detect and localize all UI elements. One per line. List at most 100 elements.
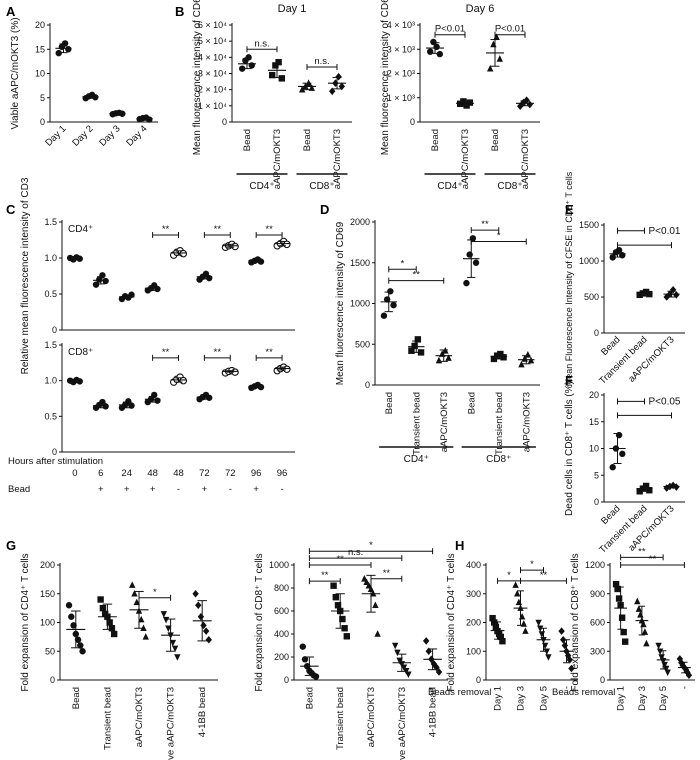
data-point: [466, 251, 473, 258]
x-tick-label: Transient bead: [335, 687, 346, 750]
data-point: [618, 614, 626, 621]
data-point: [154, 397, 161, 404]
y-tick-label: 0: [365, 380, 370, 390]
sig-label: **: [638, 546, 646, 557]
sig-label: **: [336, 554, 344, 565]
sig-label: n.s.: [254, 38, 269, 49]
data-point: [411, 342, 418, 350]
data-point: [526, 100, 533, 109]
data-point: [128, 402, 135, 409]
x-row-value: +: [98, 484, 104, 495]
x-row-label: Beads removal: [552, 687, 615, 698]
y-tick-label: 0: [594, 497, 599, 507]
data-point: [335, 72, 342, 81]
y-tick-label: 200: [466, 618, 481, 628]
data-point: [165, 625, 172, 633]
data-point: [637, 611, 644, 618]
y-tick-label: 300: [466, 589, 481, 599]
data-point: [568, 664, 575, 673]
group-bracket-label: CD8⁺: [486, 454, 511, 465]
data-point: [372, 601, 379, 609]
data-point: [162, 616, 170, 624]
data-point: [517, 102, 524, 111]
x-tick-label: Bead: [599, 334, 622, 357]
data-point: [154, 285, 161, 293]
data-point: [174, 654, 181, 661]
y-tick-label: 2 × 10⁴: [198, 85, 227, 95]
sig-label: n.s.: [314, 56, 329, 67]
data-point: [131, 589, 138, 597]
chart-panel-9: 0 200 400 600 800 1000 Fold expansion of CD8⁺ …: [254, 540, 448, 760]
data-point: [343, 633, 350, 640]
sig-label: *: [507, 570, 511, 581]
panel-letter-d: D: [320, 202, 329, 217]
y-tick-label: 1200: [585, 560, 605, 570]
x-row-value: +: [202, 484, 208, 495]
data-point: [151, 391, 158, 399]
y-tick-label: 20: [35, 20, 45, 30]
y-axis-label: Mean fluorescence intensity of CD69: [192, 0, 203, 155]
data-point: [615, 595, 623, 602]
data-point: [102, 403, 109, 410]
x-row-value: -: [229, 484, 232, 495]
data-point: [524, 351, 532, 358]
data-point: [99, 272, 106, 279]
data-point: [390, 301, 397, 309]
data-point: [620, 628, 627, 636]
chart-panel-1: 0 1 × 10⁴ 2 × 10⁴ 3 × 10⁴ 4 × 10⁴ 5 × 10⁴ 6 × …: [192, 0, 352, 192]
y-tick-label: 1 × 10⁴: [198, 101, 227, 111]
x-tick-label: Bead: [490, 129, 501, 151]
data-point: [496, 55, 503, 62]
sig-label: **: [162, 224, 170, 235]
data-point: [339, 615, 346, 623]
chart-panel-3: 0 0.5 1.0 1.5 Relative mean fluorescence int…: [20, 177, 295, 374]
data-point: [655, 642, 662, 650]
x-tick-label: aAPC/mOKT3: [460, 129, 471, 189]
x-tick-label: Day 1: [43, 123, 68, 148]
data-point: [435, 668, 443, 676]
data-point: [663, 293, 670, 301]
chart-title: CD4⁺: [68, 224, 93, 235]
y-tick-label: 0: [476, 675, 481, 685]
y-tick-label: 1500: [350, 258, 370, 268]
data-point: [405, 671, 412, 679]
data-point: [499, 637, 506, 645]
data-point: [179, 376, 188, 385]
data-point: [561, 641, 569, 650]
y-tick-label: 100: [466, 646, 481, 656]
y-tick-label: 1.5: [44, 340, 57, 350]
sig-label: P<0.01: [435, 24, 465, 35]
data-point: [408, 347, 415, 354]
group-bracket-label: CD4⁺: [437, 181, 462, 192]
data-point: [489, 614, 496, 622]
y-tick-label: 2000: [350, 217, 370, 227]
data-point: [70, 622, 77, 629]
data-point: [272, 62, 279, 69]
data-point: [92, 281, 100, 288]
sig-label: **: [214, 224, 222, 235]
y-axis-label: Mean fluorescence intensity of CD69: [335, 221, 346, 385]
sig-label: **: [649, 554, 657, 565]
data-point: [427, 48, 434, 55]
data-point: [646, 290, 653, 298]
data-point: [245, 54, 252, 61]
data-point: [490, 355, 498, 363]
x-tick-label: -: [679, 686, 690, 689]
data-point: [612, 580, 620, 588]
data-point: [609, 254, 616, 261]
data-point: [205, 394, 213, 401]
data-point: [192, 589, 199, 598]
group-bracket-label: CD4⁺: [249, 181, 274, 192]
sig-label: P<0.01: [649, 226, 681, 237]
y-tick-label: 0: [52, 325, 57, 335]
data-point: [535, 619, 542, 627]
y-tick-label: 5: [594, 470, 599, 480]
x-row-label: Beads removal: [428, 687, 491, 698]
data-point: [669, 286, 677, 294]
y-axis-label: Relative mean fluorescence intensity of …: [20, 177, 31, 374]
y-axis-label: Mean Fluorescence Intensity of CFSE in C…: [564, 171, 574, 386]
y-tick-label: 500: [355, 339, 370, 349]
data-point: [522, 627, 529, 634]
data-point: [102, 277, 109, 285]
sig-label: **: [481, 219, 489, 230]
